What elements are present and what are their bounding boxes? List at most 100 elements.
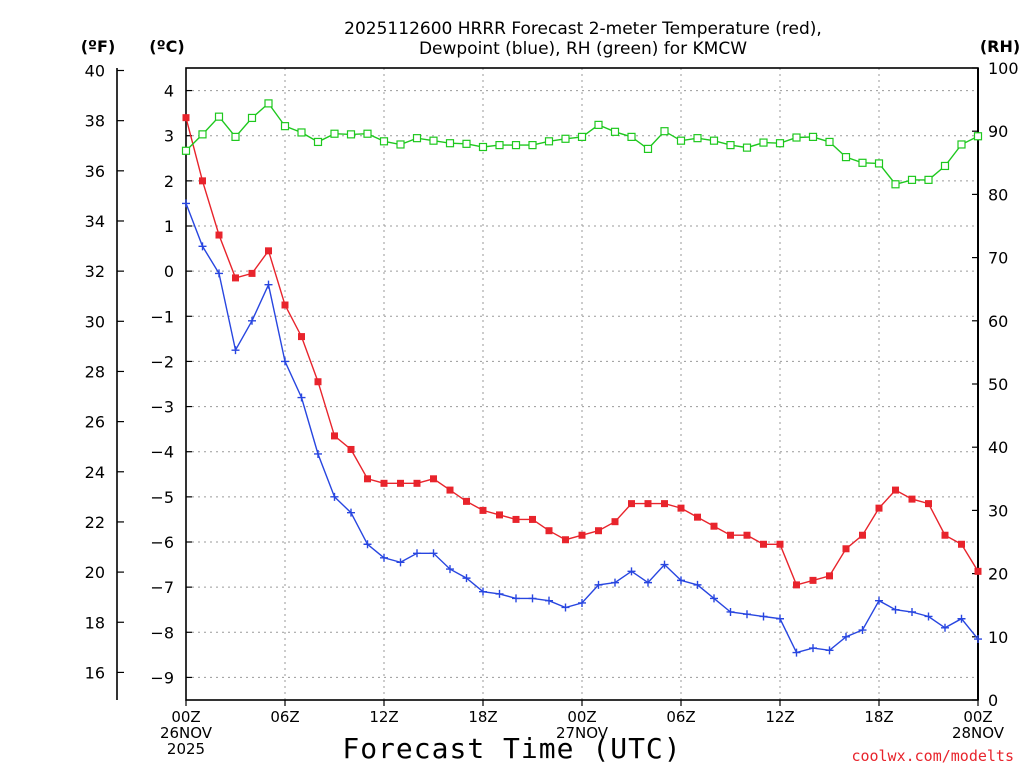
x-tick-label-line: 06Z xyxy=(270,708,299,726)
dewpoint-point xyxy=(198,242,207,251)
rh-point xyxy=(676,136,686,145)
chart-title-line-1: 2025112600 HRRR Forecast 2-meter Tempera… xyxy=(344,19,822,39)
rh-point xyxy=(610,127,620,136)
rh-tick-label: 40 xyxy=(988,438,1008,457)
celsius-tick-label: 4 xyxy=(164,82,174,101)
temperature-point xyxy=(529,515,536,523)
temperature-point xyxy=(826,572,833,580)
temperature-point xyxy=(842,545,850,553)
chart-title-line-2: Dewpoint (blue), RH (green) for KMCW xyxy=(419,39,747,59)
x-tick-label-line: 27NOV xyxy=(556,724,609,742)
rh-point xyxy=(363,129,372,138)
fahrenheit-tick-label: 22 xyxy=(85,513,105,532)
dewpoint-point xyxy=(792,648,801,657)
fahrenheit-tick-label: 34 xyxy=(85,212,105,231)
temperature-point xyxy=(314,378,322,386)
x-tick-label-line: 00Z xyxy=(963,708,992,726)
celsius-tick-label: 1 xyxy=(164,217,174,236)
dewpoint-point xyxy=(924,612,933,621)
temperature-point xyxy=(298,333,305,341)
temperature-point xyxy=(892,486,899,494)
rh-point xyxy=(775,139,785,148)
fahrenheit-tick-label: 30 xyxy=(85,312,105,331)
celsius-tick-label: −6 xyxy=(150,533,174,552)
dewpoint-point xyxy=(743,610,751,619)
temperature-point xyxy=(479,506,487,514)
rh-tick-label: 10 xyxy=(988,628,1008,647)
dewpoint-point xyxy=(231,346,240,355)
celsius-tick-label: −3 xyxy=(150,398,174,417)
x-tick-label: 12Z xyxy=(369,708,398,726)
dewpoint-point xyxy=(594,580,603,589)
dewpoint-point xyxy=(330,492,339,501)
dewpoint-point xyxy=(627,567,636,576)
fahrenheit-tick-label: 36 xyxy=(85,162,105,181)
temperature-point xyxy=(331,432,338,440)
rh-tick-label: 90 xyxy=(988,122,1008,141)
dewpoint-point xyxy=(561,603,570,612)
dewpoint-point xyxy=(693,580,702,589)
temperature-point xyxy=(875,504,883,512)
rh-point xyxy=(759,138,768,147)
temperature-point xyxy=(232,274,239,282)
dewpoint-point xyxy=(264,280,273,289)
celsius-tick-label: −9 xyxy=(150,668,174,687)
temperature-point xyxy=(281,301,289,309)
x-tick-label-line: 12Z xyxy=(765,708,794,726)
rh-point xyxy=(214,112,224,121)
temperature-point xyxy=(628,500,635,508)
temperature-point xyxy=(265,247,272,255)
dewpoint-point xyxy=(281,357,289,366)
rh-tick-label: 100 xyxy=(988,59,1019,78)
temperature-point xyxy=(199,177,206,185)
temperature-point xyxy=(974,567,982,575)
rh-point xyxy=(330,129,339,138)
rh-point xyxy=(907,175,917,184)
rh-series xyxy=(181,99,983,189)
celsius-tick-label: −4 xyxy=(150,443,174,462)
temperature-point xyxy=(644,500,652,508)
dewpoint-point xyxy=(528,594,537,603)
axis-tick-labels: 4038363432302826242220181643210−1−2−3−4−… xyxy=(85,59,1019,758)
temperature-point xyxy=(743,531,751,539)
dewpoint-point xyxy=(363,540,372,549)
rh-point xyxy=(198,130,207,139)
dewpoint-point xyxy=(941,623,949,632)
temperature-point xyxy=(661,500,668,508)
dewpoint-point xyxy=(479,587,487,596)
rh-point xyxy=(643,144,653,153)
fahrenheit-unit-label: (ºF) xyxy=(81,37,116,56)
rh-point xyxy=(544,137,554,146)
fahrenheit-tick-label: 38 xyxy=(85,112,105,131)
celsius-tick-label: −5 xyxy=(150,488,174,507)
rh-tick-label: 20 xyxy=(988,565,1008,584)
dewpoint-point xyxy=(248,316,256,325)
rh-point xyxy=(709,136,719,145)
temperature-point xyxy=(380,479,388,487)
rh-tick-label: 30 xyxy=(988,501,1008,520)
temperature-point xyxy=(397,479,404,487)
fahrenheit-tick-label: 28 xyxy=(85,362,105,381)
temperature-point xyxy=(760,540,767,548)
rh-point xyxy=(297,128,306,137)
dewpoint-point xyxy=(957,614,966,623)
dewpoint-point xyxy=(809,644,817,653)
celsius-unit-label: (ºC) xyxy=(149,37,184,56)
dewpoint-point xyxy=(776,614,784,623)
dewpoint-point xyxy=(677,576,685,585)
dewpoint-point xyxy=(512,594,520,603)
celsius-tick-label: −1 xyxy=(150,307,174,326)
rh-point xyxy=(792,133,801,142)
rh-point xyxy=(495,141,504,150)
temperature-point xyxy=(925,500,932,508)
x-axis-title: Forecast Time (UTC) xyxy=(342,732,681,765)
temperature-point xyxy=(364,475,371,483)
rh-point xyxy=(478,142,488,152)
source-credit: coolwx.com/modelts xyxy=(851,747,1014,765)
dewpoint-point xyxy=(429,549,438,558)
rh-point xyxy=(742,143,752,152)
temperature-point xyxy=(347,445,355,453)
temperature-point xyxy=(446,486,454,494)
rh-point xyxy=(462,139,471,148)
x-tick-label: 18Z xyxy=(468,708,497,726)
